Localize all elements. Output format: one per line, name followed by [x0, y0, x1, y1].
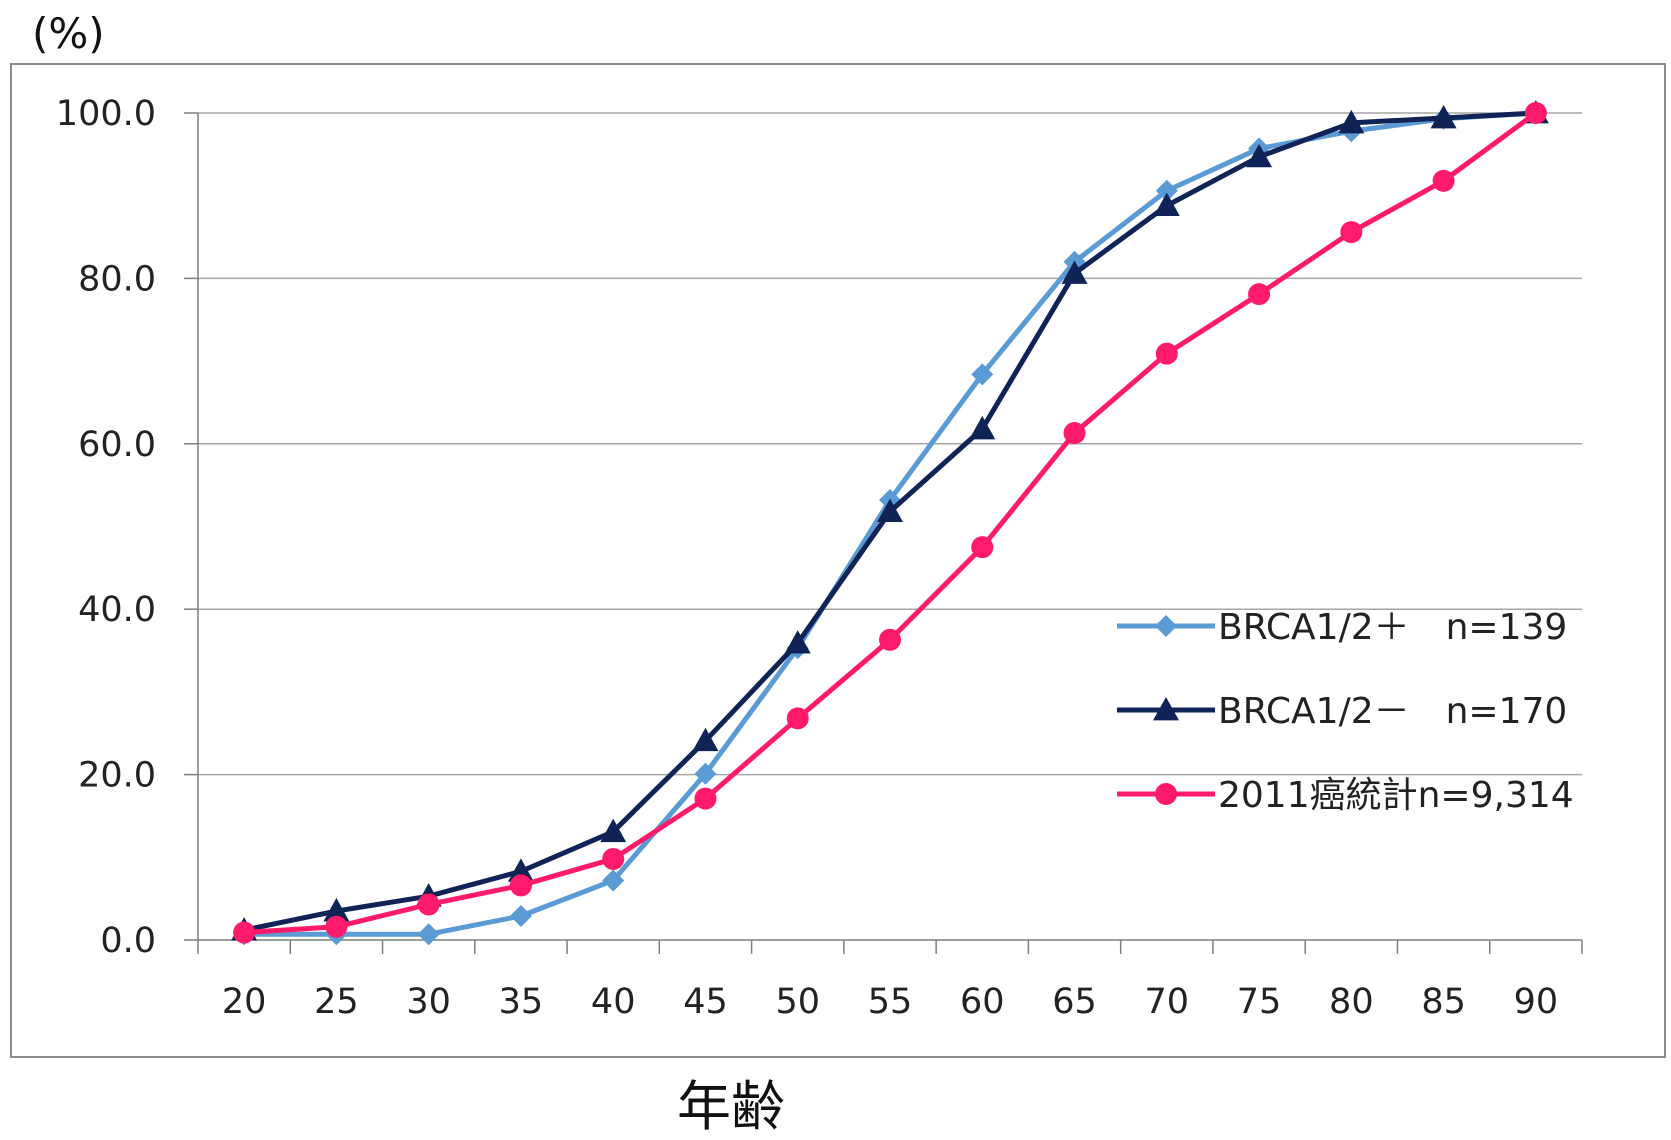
data-point: [323, 898, 350, 922]
data-point: [784, 630, 811, 654]
legend-item-1: BRCA1/2＋ n=139: [1117, 607, 1567, 648]
data-point: [507, 858, 534, 882]
x-tick-label: 45: [683, 982, 728, 1022]
y-tick-label: 60.0: [78, 425, 156, 465]
chart-frame: [10, 63, 1666, 1058]
x-tick-label: 50: [775, 982, 820, 1022]
data-point: [1155, 179, 1178, 202]
data-point: [509, 905, 532, 928]
data-point: [1338, 109, 1365, 134]
data-point: [692, 727, 719, 752]
x-tick-label: 90: [1514, 982, 1559, 1022]
data-point: [600, 818, 627, 843]
data-point: [1061, 260, 1088, 284]
x-tick-label: 80: [1329, 982, 1374, 1022]
y-tick-label: 40.0: [78, 590, 156, 630]
axes: 0.0 20.0 40.0 60.0 80.0 100.0 20 25 30 35 40 45 50 55…: [56, 94, 1583, 1022]
data-point: [325, 915, 348, 938]
x-tick-label: 20: [222, 982, 267, 1022]
x-tick-label: 85: [1421, 982, 1466, 1022]
data-point: [694, 762, 717, 785]
gridlines: [198, 112, 1582, 776]
x-tick-label: 35: [499, 982, 544, 1022]
series-3: [233, 102, 1547, 944]
data-point: [417, 893, 440, 916]
x-tick-label: 55: [868, 982, 913, 1022]
data-point: [1430, 104, 1457, 129]
x-tick-label: 30: [406, 982, 451, 1022]
data-point: [877, 498, 903, 523]
legend-label: BRCA1/2＋ n=139: [1218, 607, 1567, 648]
data-point: [1340, 221, 1363, 244]
data-point: [971, 536, 994, 559]
data-point: [602, 847, 625, 870]
x-tick-label: 70: [1145, 982, 1190, 1022]
data-point: [694, 787, 717, 810]
x-tick-label: 60: [960, 982, 1005, 1022]
data-point: [1248, 283, 1271, 306]
legend: BRCA1/2＋ n=139 BRCA1/2－ n=170 2011癌統計n=9,3…: [1117, 607, 1574, 816]
data-point: [971, 363, 994, 386]
legend-item-2: BRCA1/2－ n=170: [1117, 691, 1567, 732]
x-tick-label: 65: [1052, 982, 1097, 1022]
y-tick-label: 100.0: [56, 94, 156, 134]
y-tick-label: 80.0: [78, 259, 156, 299]
data-point: [602, 869, 625, 892]
data-point: [786, 707, 809, 730]
data-point: [969, 415, 996, 440]
data-point: [1063, 422, 1086, 445]
legend-label: BRCA1/2－ n=170: [1218, 691, 1567, 732]
data-point: [1153, 192, 1180, 217]
x-axis-label: 年齢: [677, 1075, 785, 1136]
data-point: [417, 923, 440, 946]
legend-marker: [1155, 615, 1177, 637]
data-point: [1432, 169, 1455, 192]
x-tick-label: 75: [1237, 982, 1282, 1022]
data-point: [879, 628, 901, 651]
data-point: [1524, 102, 1547, 124]
series-layer: [231, 100, 1549, 946]
legend-marker: [1153, 697, 1179, 721]
y-tick-label: 20.0: [78, 756, 156, 796]
legend-label: 2011癌統計n=9,314: [1218, 775, 1574, 816]
data-point: [233, 921, 256, 944]
data-point: [509, 874, 532, 897]
y-tick-label: 0.0: [100, 921, 156, 961]
x-tick-label: 25: [314, 982, 359, 1022]
legend-item-3: 2011癌統計n=9,314: [1117, 775, 1574, 816]
data-point: [1155, 342, 1178, 365]
data-point: [1246, 143, 1273, 168]
legend-marker: [1155, 783, 1177, 805]
unit-label: (%): [32, 9, 105, 58]
x-tick-label: 40: [591, 982, 636, 1022]
